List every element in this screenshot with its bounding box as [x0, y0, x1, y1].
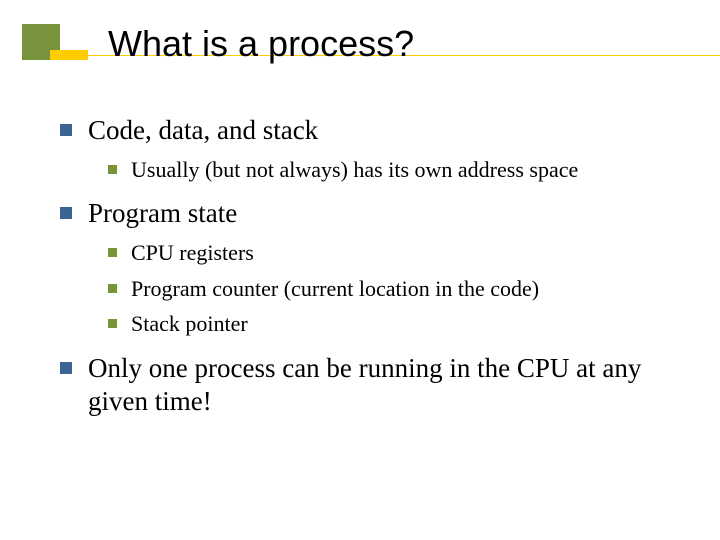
bullet-level2: CPU registers	[108, 239, 680, 267]
square-bullet-icon	[60, 362, 72, 374]
bullet-level1: Code, data, and stack	[60, 114, 680, 148]
bullet-text: Stack pointer	[131, 310, 248, 338]
bullet-text: Usually (but not always) has its own add…	[131, 156, 578, 184]
bullet-text: CPU registers	[131, 239, 254, 267]
bullet-text: Program counter (current location in the…	[131, 275, 539, 303]
bullet-level1: Only one process can be running in the C…	[60, 352, 680, 420]
slide-content: Code, data, and stack Usually (but not a…	[60, 100, 680, 419]
header-yellow-bar	[50, 50, 88, 60]
square-bullet-icon	[108, 165, 117, 174]
square-bullet-icon	[108, 284, 117, 293]
bullet-text: Code, data, and stack	[88, 114, 318, 148]
square-bullet-icon	[60, 207, 72, 219]
bullet-level2: Stack pointer	[108, 310, 680, 338]
bullet-level2: Program counter (current location in the…	[108, 275, 680, 303]
square-bullet-icon	[108, 248, 117, 257]
bullet-text: Program state	[88, 197, 237, 231]
square-bullet-icon	[108, 319, 117, 328]
square-bullet-icon	[60, 124, 72, 136]
bullet-level1: Program state	[60, 197, 680, 231]
bullet-text: Only one process can be running in the C…	[88, 352, 680, 420]
bullet-level2: Usually (but not always) has its own add…	[108, 156, 680, 184]
slide-title: What is a process?	[108, 23, 414, 65]
